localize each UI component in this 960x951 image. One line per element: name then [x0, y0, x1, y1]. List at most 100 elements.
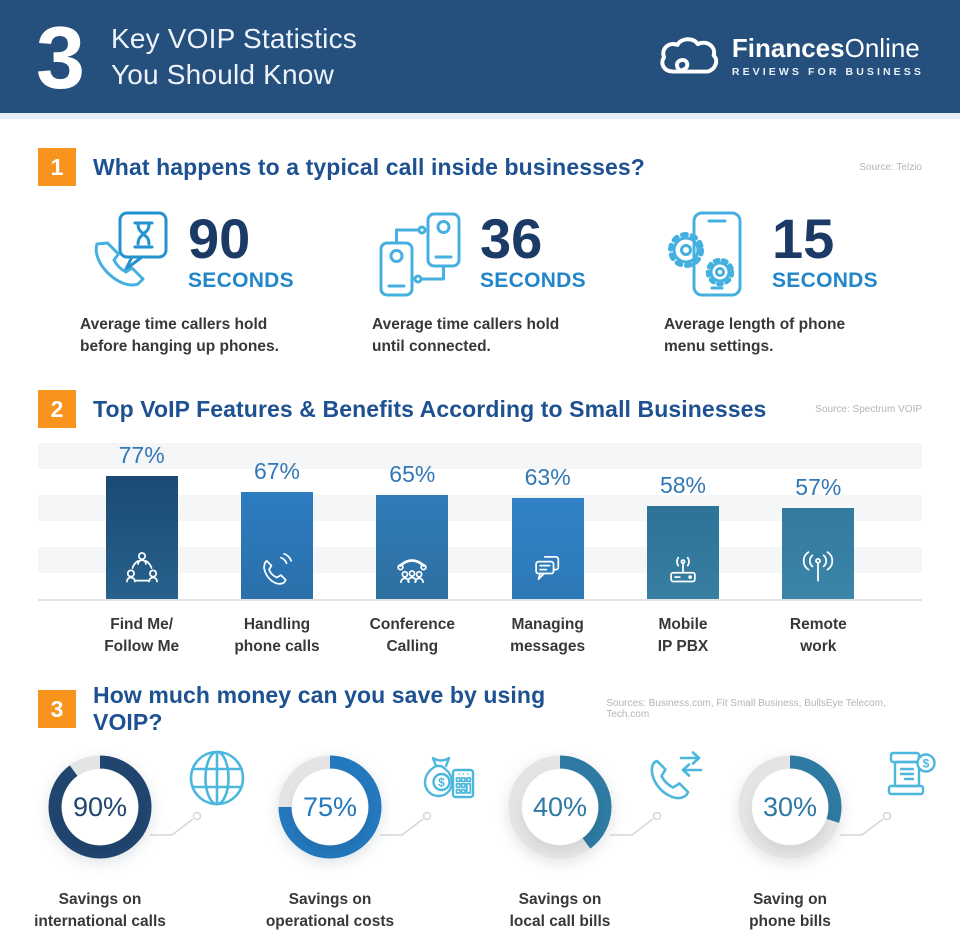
section3-number-badge: 3: [38, 690, 76, 729]
stat-description: Average time callers hold before hanging…: [80, 316, 279, 355]
bar-find-me-follow-me: [105, 475, 178, 599]
section3-source: Sources: Business.com, Fit Small Busines…: [606, 698, 886, 721]
bar-value-label: 77%: [118, 441, 165, 468]
donut-label: Saving on phone bills: [749, 891, 831, 931]
people-network-icon: [125, 552, 158, 583]
savings-donuts-row: 90% Savings on international calls 75%: [0, 743, 960, 935]
svg-text:$: $: [923, 757, 930, 771]
stat-card-menu-length: 15 SECONDS Average length of phone menu …: [664, 210, 956, 358]
brand-name-light: Online: [844, 33, 920, 63]
donut-group-phone-bills: 30% $ Saving on phone bills: [730, 743, 960, 935]
chat-bubbles-icon: [534, 556, 559, 580]
section3-title: How much money can you save by using VOI…: [93, 682, 546, 736]
donut-group-international-calls: 90% Savings on international calls: [34, 743, 270, 935]
stat-value: 15: [772, 207, 835, 270]
connector-line: [380, 812, 432, 837]
handset-icon: [263, 552, 293, 585]
stat-unit: SECONDS: [188, 269, 294, 293]
conference-phone-icon: [397, 559, 428, 584]
donut-hole: [292, 769, 368, 846]
donut-group-local-call-bills: 40% Savings on local call bills: [500, 743, 730, 935]
section1-header: 1 What happens to a typical call inside …: [0, 148, 960, 186]
bar-label-conference: Conference Calling: [369, 616, 455, 655]
brand-name-bold: Finances: [731, 33, 845, 63]
phone-hourglass-icon: [94, 211, 168, 287]
section2-header: 2 Top VoIP Features & Benefits According…: [0, 390, 960, 428]
stat-card-connect-time: 36 SECONDS Average time callers hold unt…: [372, 210, 664, 358]
globe-icon: [189, 751, 245, 806]
section2-title: Top VoIP Features & Benefits According t…: [93, 395, 767, 422]
stat-card-hold-time: 90 SECONDS Average time callers hold bef…: [80, 210, 372, 358]
donut-chart-local-call-bills: 40%: [508, 751, 703, 859]
section2-number-badge: 2: [38, 390, 76, 428]
bar-value-label: 58%: [659, 472, 707, 499]
ip-pbx-router-icon: [670, 556, 696, 583]
connector-line: [150, 812, 202, 837]
donut-value: 30%: [762, 791, 818, 822]
donut-label: Savings on operational costs: [265, 891, 395, 931]
section2-source: Source: Spectrum VOIP: [815, 403, 922, 415]
bar-label-find-me: Find Me/ Follow Me: [104, 616, 180, 655]
section1-source: Source: Telzio: [859, 161, 922, 173]
bar-label-messages: Managing messages: [510, 616, 586, 655]
header-big-number: 3: [36, 7, 85, 107]
donut-hole: [62, 769, 138, 846]
donut-hole: [752, 769, 828, 846]
donut-value: 40%: [532, 791, 588, 822]
brand-text: FinancesOnline REVIEWS FOR BUSINESS: [732, 35, 924, 78]
brand-logo: FinancesOnline REVIEWS FOR BUSINESS: [657, 35, 924, 78]
stat-value: 36: [480, 207, 543, 270]
billing-machine-icon: $: [887, 752, 936, 796]
bar-remote-work: [782, 507, 855, 599]
stat-unit: SECONDS: [772, 269, 878, 293]
bar-label-handling: Handling phone calls: [234, 616, 320, 655]
bar-handling-phone-calls: [240, 491, 313, 599]
bar-category-labels: Find Me/ Follow Me Handling phone calls …: [38, 614, 922, 657]
bar-label-pbx: Mobile IP PBX: [657, 616, 709, 655]
donut-value: 90%: [72, 791, 128, 822]
voip-features-bar-chart: 77% 67% 65%: [38, 440, 922, 601]
cloud-logo-icon: [660, 37, 719, 74]
header-banner: 3 Key VOIP Statistics You Should Know Fi…: [0, 0, 960, 113]
donut-label: Savings on local call bills: [509, 891, 611, 931]
bar-column-conference: 65%: [345, 461, 480, 599]
header-divider-strip: [0, 113, 960, 119]
page-title-line1: Key VOIP Statistics: [110, 23, 357, 55]
phone-arrows-icon: [650, 751, 703, 800]
phones-connected-icon: [379, 212, 461, 297]
stat-description: Average time callers hold until connecte…: [372, 316, 560, 355]
page-title: Key VOIP Statistics You Should Know: [111, 21, 357, 92]
bar-label-remote: Remote work: [789, 616, 847, 655]
donut-chart-operational-costs: 75% $: [278, 755, 475, 859]
donut-hole: [522, 769, 598, 846]
antenna-icon: [803, 551, 834, 582]
bar-column-remote: 57%: [751, 474, 886, 599]
connector-line: [840, 812, 892, 837]
bar-conference-calling: [376, 495, 449, 599]
page-title-line2: You Should Know: [110, 58, 334, 90]
stat-value: 90: [188, 207, 251, 270]
donut-label: Savings on international calls: [34, 891, 166, 931]
section3-header: 3 How much money can you save by using V…: [0, 682, 960, 735]
bar-mobile-ip-pbx: [646, 506, 719, 599]
section1-number-badge: 1: [38, 148, 76, 186]
stat-unit: SECONDS: [480, 269, 586, 293]
bar-column-handling: 67%: [209, 458, 344, 599]
bar-managing-messages: [511, 498, 584, 599]
donut-chart-phone-bills: 30% $: [738, 752, 936, 859]
donut-group-operational-costs: 75% $ Savings on: [266, 743, 500, 935]
money-bag-calculator-icon: $: [423, 757, 475, 799]
bar-column-find-me: 77%: [74, 442, 209, 599]
connector-line: [610, 812, 662, 837]
bar-value-label: 65%: [389, 461, 436, 487]
bar-column-pbx: 58%: [615, 472, 750, 599]
donut-value: 75%: [302, 791, 358, 822]
call-stats-row: 90 SECONDS Average time callers hold bef…: [0, 210, 960, 358]
section1-title: What happens to a typical call inside bu…: [93, 153, 645, 180]
bar-value-label: 57%: [795, 473, 842, 500]
bar-column-messages: 63%: [480, 464, 615, 599]
bar-value-label: 63%: [524, 464, 571, 491]
brand-tagline: REVIEWS FOR BUSINESS: [731, 66, 924, 78]
svg-text:$: $: [438, 776, 445, 790]
phone-gears-icon: [668, 211, 742, 297]
